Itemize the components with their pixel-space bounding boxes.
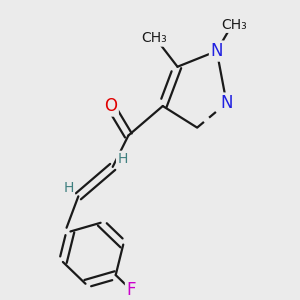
Text: CH₃: CH₃ — [141, 31, 167, 45]
Text: N: N — [211, 42, 223, 60]
Text: F: F — [127, 281, 136, 299]
Text: H: H — [117, 152, 128, 166]
Text: CH₃: CH₃ — [221, 17, 247, 32]
Text: H: H — [63, 182, 74, 196]
Text: N: N — [220, 94, 233, 112]
Text: O: O — [104, 97, 117, 115]
